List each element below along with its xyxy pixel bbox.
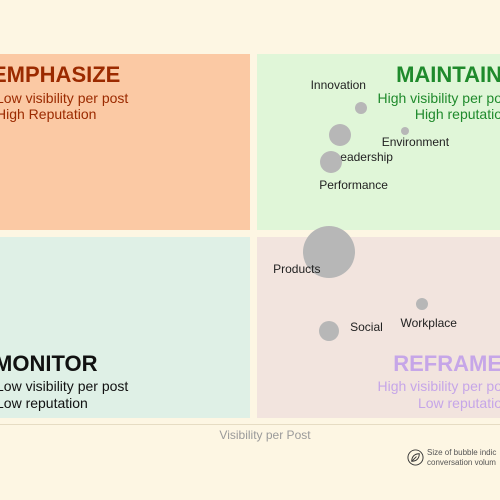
quadrant-emphasize: EMPHASIZE Low visibility per post High R…	[0, 54, 250, 230]
size-note-line-1: Size of bubble indic	[427, 448, 497, 457]
x-axis-label: Visibility per Post	[219, 428, 311, 442]
quadrant-monitor-title: MONITOR	[0, 351, 98, 376]
quadrant-monitor-line-1: Low visibility per post	[0, 378, 129, 394]
bubble-label-environment: Environment	[381, 134, 450, 149]
bubble-products	[303, 225, 356, 278]
bubble-workplace	[415, 297, 428, 310]
quadrant-maintain-line-2: High reputatio	[414, 106, 500, 122]
quadrant-emphasize-title: EMPHASIZE	[0, 62, 121, 87]
bubble-label-innovation: Innovation	[310, 77, 366, 92]
quadrant-maintain: MAINTAIN High visibility per po High rep…	[257, 54, 500, 230]
bubble-label-products: Products	[273, 261, 321, 276]
x-axis-line	[0, 424, 500, 425]
quadrant-emphasize-line-2: High Reputation	[0, 106, 97, 122]
bubble-label-leadership: Leadership	[333, 149, 393, 164]
bubble-label-performance: Performance	[319, 177, 388, 192]
bubble-performance	[320, 150, 343, 173]
quadrant-monitor: MONITOR Low visibility per post Low repu…	[0, 237, 250, 418]
bubble-environment	[400, 126, 409, 135]
quadrant-reframe: REFRAME High visibility per po Low reput…	[257, 237, 500, 418]
quadrant-reframe-line-2: Low reputatio	[417, 395, 500, 411]
quadrant-maintain-line-1: High visibility per po	[377, 90, 500, 106]
bubble-innovation	[354, 101, 367, 114]
bubble-social	[319, 320, 340, 341]
quadrant-reframe-line-1: High visibility per po	[377, 378, 500, 394]
bubble-label-workplace: Workplace	[400, 315, 457, 330]
quadrant-monitor-line-2: Low reputation	[0, 395, 88, 411]
leaf-icon	[407, 449, 424, 466]
size-note-line-2: conversation volum	[427, 458, 496, 467]
bubble-leadership	[328, 123, 351, 146]
quadrant-emphasize-line-1: Low visibility per post	[0, 90, 129, 106]
quadrant-maintain-title: MAINTAIN	[396, 62, 500, 87]
quadrant-reframe-title: REFRAME	[393, 351, 500, 376]
bubble-label-social: Social	[350, 319, 383, 334]
